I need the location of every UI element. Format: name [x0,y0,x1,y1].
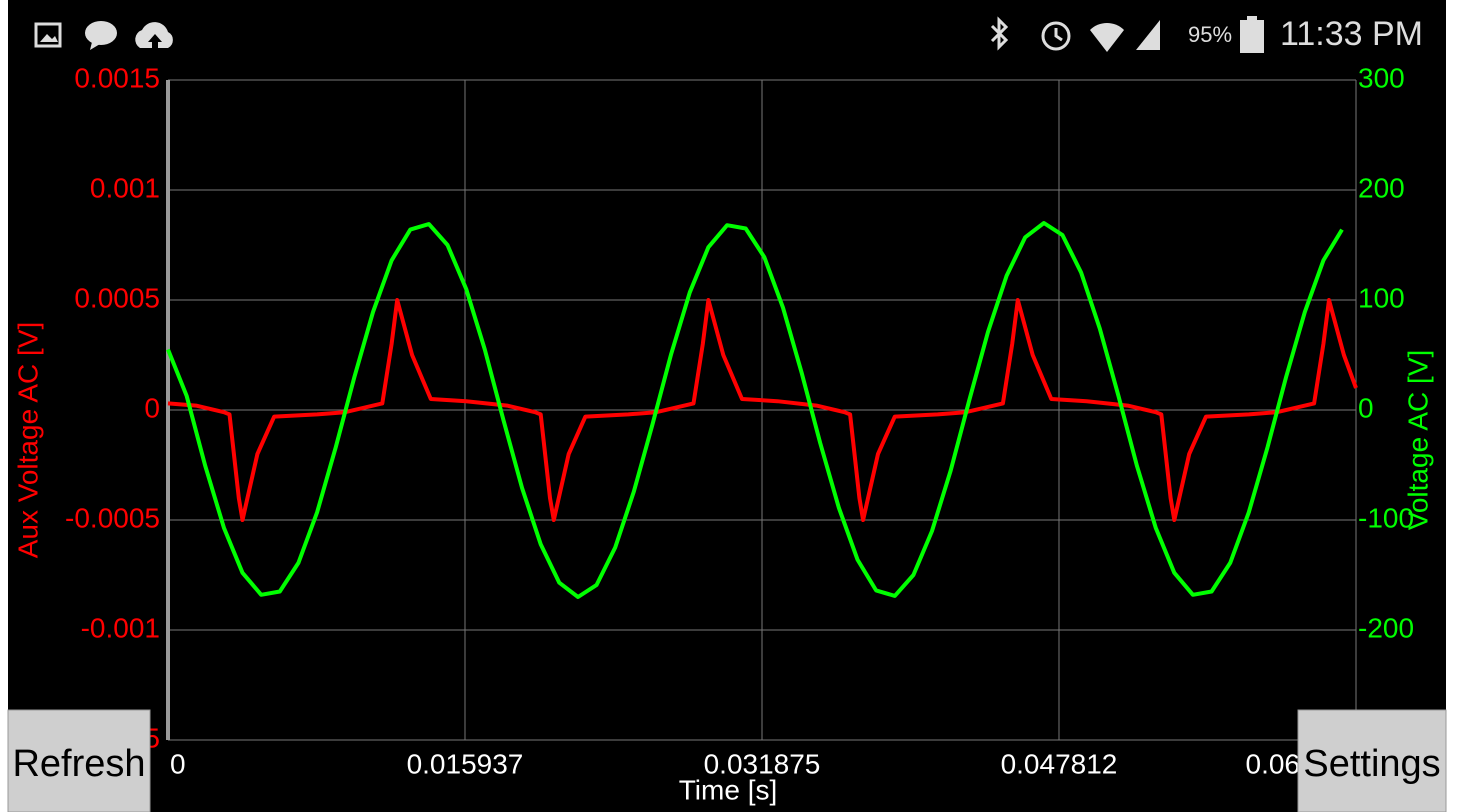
page: 95% 11:33 PM 00.0159370.0318750.0478120.… [0,0,1460,812]
y-tick-label: 0.001 [90,172,160,203]
chat-icon [85,21,117,45]
x-tick-label: 0 [170,748,186,779]
x-tick-label: 0.015937 [407,748,524,779]
y-tick-label: 0.0015 [74,62,160,93]
y2-tick-label: 300 [1358,62,1405,93]
settings-button[interactable]: Settings [1298,710,1446,812]
x-tick-label: 0.047812 [1001,748,1118,779]
y-tick-label: -0.0005 [65,502,160,533]
y-tick-label: 0 [144,392,160,423]
refresh-label[interactable]: Refresh [12,743,145,785]
y2-tick-label: -200 [1358,612,1414,643]
y2-axis-label: Voltage AC [V] [1402,350,1433,531]
screen: 95% 11:33 PM 00.0159370.0318750.0478120.… [0,0,1460,812]
battery-icon [1247,16,1257,21]
battery-percent: 95% [1188,22,1232,47]
x-tick-label: 0.06 [1246,748,1301,779]
y-tick-label: 0.0005 [74,282,160,313]
background [8,0,1446,812]
clock: 11:33 PM [1280,15,1423,53]
settings-label[interactable]: Settings [1303,743,1440,785]
y2-tick-label: 200 [1358,172,1405,203]
y2-tick-label: 100 [1358,282,1405,313]
refresh-button[interactable]: Refresh [8,710,150,812]
y-tick-label: -0.001 [81,612,160,643]
y2-tick-label: 0 [1358,392,1374,423]
battery-icon [1240,20,1264,53]
y-axis-label: Aux Voltage AC [V] [12,322,43,559]
x-axis-label: Time [s] [679,774,778,805]
